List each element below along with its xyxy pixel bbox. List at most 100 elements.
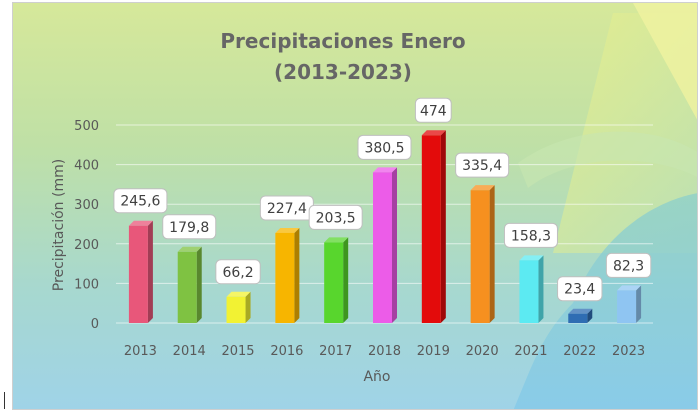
bar-top bbox=[177, 246, 202, 252]
data-label-text: 335,4 bbox=[462, 158, 502, 174]
bar bbox=[519, 255, 544, 323]
data-label: 203,5 bbox=[308, 204, 363, 230]
data-label: 23,4 bbox=[557, 276, 603, 302]
data-label-text: 82,3 bbox=[613, 258, 644, 274]
y-tick-label: 100 bbox=[74, 277, 99, 292]
x-tick-label: 2014 bbox=[173, 344, 206, 359]
data-label-box bbox=[414, 97, 452, 123]
bar bbox=[617, 285, 642, 323]
data-label-text: 227,4 bbox=[267, 201, 307, 217]
y-tick-label: 500 bbox=[74, 119, 99, 134]
bar bbox=[470, 185, 495, 323]
bar-front bbox=[568, 313, 588, 323]
data-label-box bbox=[503, 222, 558, 248]
bar-top bbox=[519, 255, 544, 261]
x-axis: 2013 2014 2015 2016 2017 2018 2019 2020 2021 2022… bbox=[124, 344, 645, 359]
bar bbox=[568, 308, 593, 323]
y-tick-label: 400 bbox=[74, 159, 99, 174]
x-tick-label: 2019 bbox=[417, 344, 450, 359]
data-label-box bbox=[215, 259, 261, 285]
bar-side bbox=[392, 167, 397, 323]
x-tick-label: 2013 bbox=[124, 344, 157, 359]
x-tick-label: 2018 bbox=[368, 344, 401, 359]
bar-side bbox=[636, 285, 642, 323]
x-tick-label: 2020 bbox=[466, 344, 499, 359]
y-tick-label: 0 bbox=[91, 317, 99, 332]
bar-top bbox=[470, 185, 495, 191]
bar-front bbox=[470, 190, 490, 323]
y-axis: 0 100 200 300 400 500 bbox=[74, 119, 99, 332]
bar-side bbox=[196, 246, 202, 323]
bar bbox=[421, 130, 446, 323]
bar bbox=[373, 167, 397, 323]
bar-front bbox=[519, 260, 539, 323]
data-label-text: 66,2 bbox=[222, 265, 253, 281]
bar-front bbox=[177, 251, 197, 323]
bar-front bbox=[226, 296, 246, 323]
bar bbox=[128, 220, 153, 323]
data-label-box bbox=[605, 252, 652, 278]
chart-title: Precipitaciones Enero bbox=[220, 29, 465, 53]
bar-front bbox=[421, 135, 441, 323]
background-decoration bbox=[513, 3, 697, 409]
data-label: 335,4 bbox=[455, 152, 510, 178]
data-label: 227,4 bbox=[259, 195, 314, 221]
bar-front bbox=[617, 290, 637, 323]
data-label-box bbox=[308, 204, 363, 230]
bar-top bbox=[324, 237, 349, 243]
bar-side bbox=[245, 291, 251, 323]
data-label: 380,5 bbox=[357, 134, 412, 160]
bar-side bbox=[489, 185, 495, 323]
data-label-box bbox=[557, 276, 603, 302]
data-label: 66,2 bbox=[215, 259, 261, 285]
bar-top bbox=[568, 308, 593, 314]
chart-subtitle: (2013-2023) bbox=[274, 60, 412, 84]
data-label-box bbox=[357, 134, 412, 160]
data-label-text: 380,5 bbox=[364, 140, 404, 156]
bar bbox=[226, 291, 251, 323]
bars bbox=[128, 130, 642, 323]
y-tick-label: 200 bbox=[74, 238, 99, 253]
bar-top bbox=[421, 130, 446, 136]
x-tick-label: 2017 bbox=[319, 344, 352, 359]
bar bbox=[177, 246, 202, 323]
data-label-text: 474 bbox=[420, 103, 447, 119]
chart-frame: Precipitaciones Enero (2013-2023) 0 100 20… bbox=[12, 2, 698, 410]
y-axis-title: Precipitación (mm) bbox=[51, 159, 67, 291]
data-label: 474 bbox=[414, 97, 452, 123]
bar bbox=[324, 237, 349, 323]
chart: Precipitaciones Enero (2013-2023) 0 100 20… bbox=[13, 3, 697, 409]
x-tick-label: 2023 bbox=[612, 344, 645, 359]
bar-top bbox=[226, 291, 251, 297]
x-tick-label: 2015 bbox=[221, 344, 254, 359]
text-cursor bbox=[4, 392, 5, 409]
x-tick-label: 2016 bbox=[270, 344, 303, 359]
x-axis-title: Año bbox=[363, 369, 390, 385]
bar-front bbox=[373, 172, 392, 323]
bar bbox=[275, 227, 300, 323]
bar-side bbox=[538, 255, 544, 323]
bar-front bbox=[275, 232, 295, 323]
bar-top bbox=[373, 167, 397, 173]
data-label: 245,6 bbox=[113, 188, 168, 214]
bar-front bbox=[128, 225, 148, 323]
y-tick-label: 300 bbox=[74, 198, 99, 213]
x-tick-label: 2021 bbox=[514, 344, 547, 359]
data-label-text: 203,5 bbox=[316, 210, 356, 226]
data-label-text: 158,3 bbox=[511, 228, 551, 244]
data-label-box bbox=[162, 214, 217, 240]
data-label-text: 179,8 bbox=[169, 220, 209, 236]
data-label-box bbox=[113, 188, 168, 214]
data-label-text: 23,4 bbox=[564, 282, 595, 298]
bar-side bbox=[147, 220, 153, 323]
bar-side bbox=[587, 308, 593, 323]
data-label-box bbox=[455, 152, 510, 178]
data-label: 82,3 bbox=[605, 252, 652, 278]
bar-side bbox=[294, 227, 300, 323]
bar-side bbox=[343, 237, 349, 323]
bar-top bbox=[617, 285, 642, 291]
data-label-text: 245,6 bbox=[120, 194, 160, 210]
bar-front bbox=[324, 242, 344, 323]
data-labels: 245,6 179,8 66,2 227,4 203,5 380,5 474 335,4 158… bbox=[113, 97, 652, 302]
bar-top bbox=[128, 220, 153, 226]
